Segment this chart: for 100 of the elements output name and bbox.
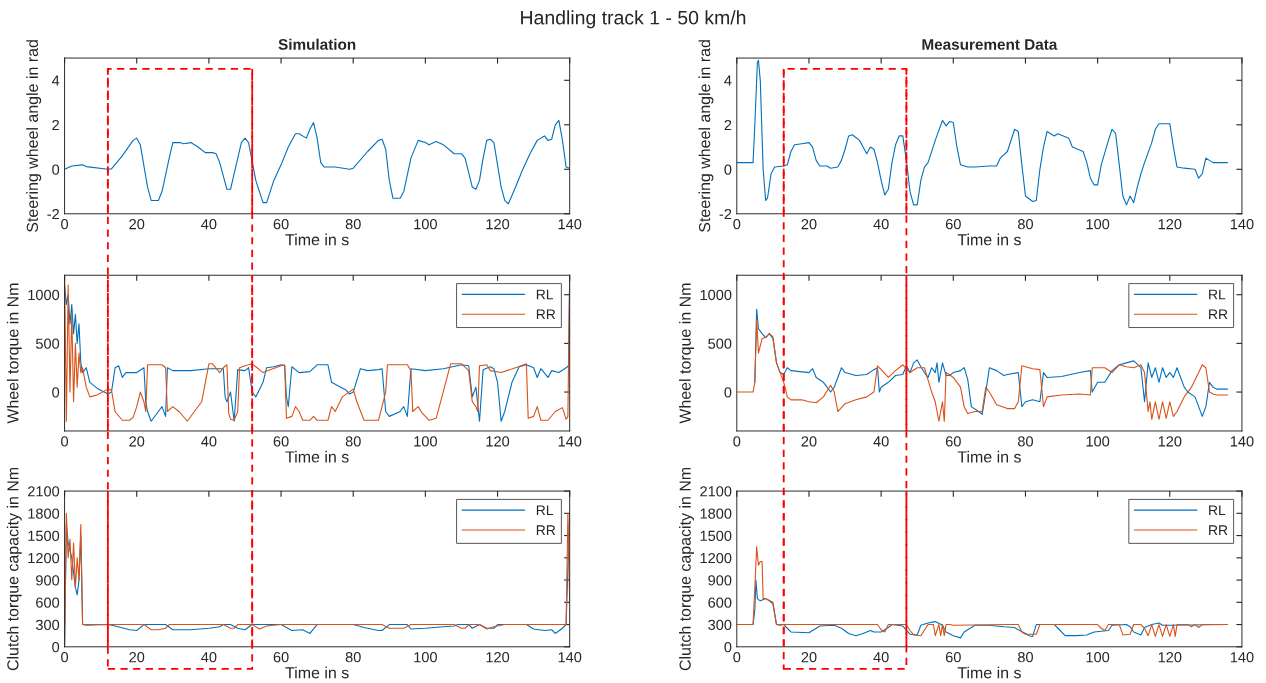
x-tick-label: 140	[558, 436, 582, 447]
y-tick-label: 0	[52, 387, 60, 398]
x-tick-label: 120	[486, 652, 510, 663]
x-tick-label: 40	[873, 436, 889, 447]
x-tick-label: 20	[129, 652, 145, 663]
x-tick-label: 120	[1158, 219, 1182, 230]
legend-label: RR	[536, 309, 556, 320]
y-tick-label: 2	[52, 119, 59, 131]
x-tick-label: 40	[873, 219, 889, 230]
x-tick-label: 0	[733, 219, 741, 230]
text: Handling track 1 - 50 km/h	[521, 10, 746, 29]
x-tick-label: 60	[945, 436, 961, 447]
x-tick-label: 60	[273, 652, 289, 663]
y-tick-label: 4	[51, 75, 60, 86]
x-tick-label: 20	[129, 436, 145, 447]
x-axis-title: Time in s	[957, 666, 1021, 679]
y-axis-title: Clutch torque capacity in Nm	[6, 467, 22, 671]
legend-label: RR	[1209, 309, 1228, 320]
x-tick-label: 140	[558, 219, 582, 230]
y-tick-label: 1000	[700, 289, 732, 301]
x-tick-label: 20	[801, 219, 817, 230]
x-tick-label: 100	[1086, 652, 1110, 663]
chart-title: Measurement Data	[922, 39, 1058, 50]
legend-label: RR	[536, 525, 556, 535]
x-tick-label: 40	[873, 652, 889, 663]
x-axis-title: Time in s	[285, 233, 349, 246]
x-tick-label: 40	[201, 436, 217, 447]
x-tick-label: 120	[1158, 436, 1182, 447]
x-tick-label: 80	[1017, 652, 1033, 663]
y-tick-label: 1800	[700, 508, 732, 519]
x-tick-label: 120	[1158, 652, 1182, 663]
legend-label: RL	[536, 289, 554, 300]
y-tick-label: 1200	[700, 552, 732, 564]
x-tick-label: 100	[414, 219, 437, 230]
x-tick-label: 120	[486, 436, 510, 447]
y-tick-label: 0	[52, 641, 60, 653]
x-tick-label: 40	[201, 652, 217, 663]
y-tick-label: 0	[52, 164, 60, 175]
chart-title: Simulation	[278, 38, 356, 50]
y-axis-title: Wheel torque in Nm	[6, 283, 22, 424]
x-axis-title: Time in s	[285, 666, 349, 679]
y-tick-label: 1000	[28, 289, 60, 301]
y-tick-label: 500	[35, 338, 60, 349]
x-tick-label: 80	[345, 652, 361, 663]
y-axis-title: Wheel torque in Nm	[679, 283, 694, 424]
x-tick-label: 40	[201, 219, 217, 230]
x-tick-label: 20	[801, 436, 817, 447]
y-tick-label: 1500	[28, 530, 60, 541]
legend-label: RL	[1209, 289, 1226, 300]
x-tick-label: 0	[733, 652, 741, 663]
legend-label: RR	[1209, 525, 1228, 535]
x-tick-label: 100	[1086, 219, 1110, 230]
x-tick-label: 140	[1230, 652, 1254, 663]
y-tick-label: 600	[708, 597, 732, 608]
x-tick-label: 100	[1086, 436, 1110, 447]
x-tick-label: 80	[345, 219, 361, 230]
y-tick-label: 300	[35, 619, 60, 630]
y-tick-label: 300	[708, 619, 732, 630]
y-tick-label: 0	[724, 387, 732, 398]
x-axis-title: Time in s	[285, 450, 349, 463]
y-axis-title: Clutch torque capacity in Nm	[679, 467, 694, 671]
x-tick-label: 0	[61, 436, 69, 447]
x-tick-label: 80	[1017, 219, 1033, 230]
x-tick-label: 0	[61, 652, 69, 663]
x-tick-label: 120	[486, 219, 510, 230]
y-tick-label: -2	[47, 208, 59, 220]
x-tick-label: 80	[345, 436, 361, 447]
y-tick-label: 2100	[28, 486, 60, 497]
x-axis-title: Time in s	[957, 233, 1021, 246]
x-tick-label: 140	[1230, 436, 1254, 447]
x-tick-label: 0	[61, 219, 69, 230]
x-tick-label: 60	[945, 219, 961, 230]
y-tick-label: -2	[719, 208, 732, 220]
legend-label: RL	[536, 505, 554, 516]
y-tick-label: 0	[724, 641, 732, 653]
y-axis-title: Steering wheel angle in rad	[26, 40, 42, 232]
x-tick-label: 100	[414, 436, 437, 447]
y-tick-label: 900	[708, 575, 732, 586]
y-tick-label: 600	[36, 597, 60, 608]
legend-label: RL	[1209, 505, 1226, 516]
x-tick-label: 100	[414, 652, 437, 663]
x-tick-label: 60	[945, 652, 961, 663]
y-tick-label: 900	[36, 575, 60, 586]
y-tick-label: 1200	[28, 552, 60, 564]
x-tick-label: 20	[801, 652, 817, 663]
x-tick-label: 0	[733, 436, 741, 447]
y-tick-label: 2100	[700, 486, 732, 497]
y-tick-label: 500	[708, 338, 732, 349]
x-tick-label: 140	[1230, 219, 1254, 230]
x-axis-title: Time in s	[957, 450, 1021, 463]
y-tick-label: 0	[724, 164, 732, 175]
y-tick-label: 1800	[28, 508, 60, 519]
x-tick-label: 80	[1017, 436, 1033, 447]
y-axis-title: Steering wheel angle in rad	[698, 40, 714, 232]
y-tick-label: 4	[724, 75, 732, 86]
x-tick-label: 20	[129, 219, 145, 230]
x-tick-label: 60	[273, 436, 289, 447]
y-tick-label: 1500	[700, 530, 732, 541]
x-tick-label: 60	[273, 219, 289, 230]
x-tick-label: 140	[558, 652, 582, 663]
